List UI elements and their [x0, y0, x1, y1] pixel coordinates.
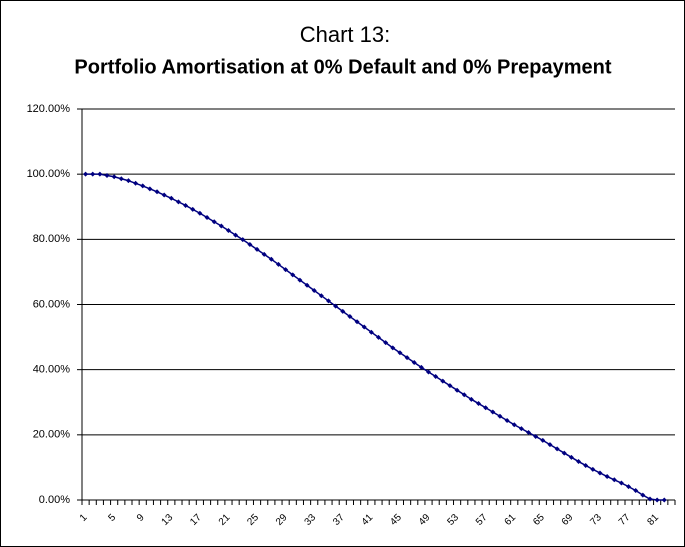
marker	[447, 383, 453, 389]
marker	[354, 319, 360, 325]
y-tick-label: 40.00%	[33, 364, 71, 376]
marker	[247, 242, 253, 248]
marker	[175, 199, 181, 205]
marker	[504, 417, 510, 423]
marker	[340, 308, 346, 314]
marker	[333, 303, 339, 309]
marker	[318, 293, 324, 299]
marker	[640, 492, 646, 498]
y-tick-label: 120.00%	[27, 103, 71, 115]
marker	[368, 329, 374, 335]
marker	[404, 355, 410, 361]
marker	[183, 202, 189, 208]
marker	[361, 324, 367, 330]
y-tick-label: 80.00%	[33, 233, 71, 245]
marker	[440, 378, 446, 384]
marker	[154, 189, 160, 195]
marker	[390, 345, 396, 351]
marker	[497, 413, 503, 419]
marker	[97, 171, 103, 177]
marker	[547, 442, 553, 448]
y-tick-label: 0.00%	[39, 494, 70, 506]
marker	[325, 298, 331, 304]
marker	[111, 174, 117, 180]
marker	[626, 484, 632, 490]
marker	[461, 392, 467, 398]
y-tick-label: 20.00%	[33, 429, 71, 441]
marker	[125, 178, 131, 184]
marker	[297, 277, 303, 283]
marker	[233, 232, 239, 238]
marker	[383, 340, 389, 346]
marker	[411, 359, 417, 365]
marker	[211, 219, 217, 225]
marker	[483, 405, 489, 411]
y-tick-label: 100.00%	[27, 168, 71, 180]
marker	[540, 437, 546, 443]
marker	[347, 314, 353, 320]
marker	[283, 267, 289, 273]
marker	[468, 396, 474, 402]
marker	[604, 474, 610, 480]
marker	[647, 496, 653, 502]
marker	[583, 462, 589, 468]
marker	[118, 176, 124, 182]
marker	[275, 261, 281, 267]
marker	[168, 195, 174, 201]
marker	[225, 228, 231, 234]
marker	[418, 364, 424, 370]
marker	[161, 192, 167, 198]
chart-subtitle: Portfolio Amortisation at 0% Default and…	[74, 56, 611, 78]
marker	[476, 401, 482, 407]
marker	[311, 287, 317, 293]
marker	[561, 450, 567, 456]
marker	[568, 454, 574, 460]
marker	[204, 215, 210, 221]
marker	[90, 171, 96, 177]
marker	[611, 477, 617, 483]
marker	[190, 206, 196, 212]
marker	[147, 186, 153, 192]
marker	[426, 369, 432, 375]
marker	[633, 488, 639, 494]
marker	[83, 171, 89, 177]
marker	[590, 466, 596, 472]
marker	[268, 256, 274, 262]
chart-title: Chart 13:	[300, 22, 391, 47]
marker	[140, 183, 146, 189]
marker	[490, 409, 496, 415]
marker	[597, 470, 603, 476]
marker	[254, 246, 260, 252]
marker	[433, 374, 439, 380]
marker	[240, 237, 246, 243]
marker	[511, 422, 517, 428]
marker	[618, 480, 624, 486]
marker	[104, 172, 110, 178]
marker	[397, 350, 403, 356]
marker	[304, 282, 310, 288]
marker	[218, 223, 224, 229]
marker	[533, 433, 539, 439]
marker	[661, 497, 667, 503]
marker	[261, 251, 267, 257]
series-line	[85, 173, 665, 501]
marker	[133, 180, 139, 186]
marker	[526, 430, 532, 436]
marker	[454, 387, 460, 393]
marker	[376, 334, 381, 340]
marker	[654, 497, 660, 503]
marker	[576, 459, 582, 465]
marker	[518, 426, 524, 432]
marker	[554, 446, 560, 452]
y-tick-label: 60.00%	[33, 298, 71, 310]
marker	[290, 272, 296, 278]
marker	[197, 210, 203, 216]
